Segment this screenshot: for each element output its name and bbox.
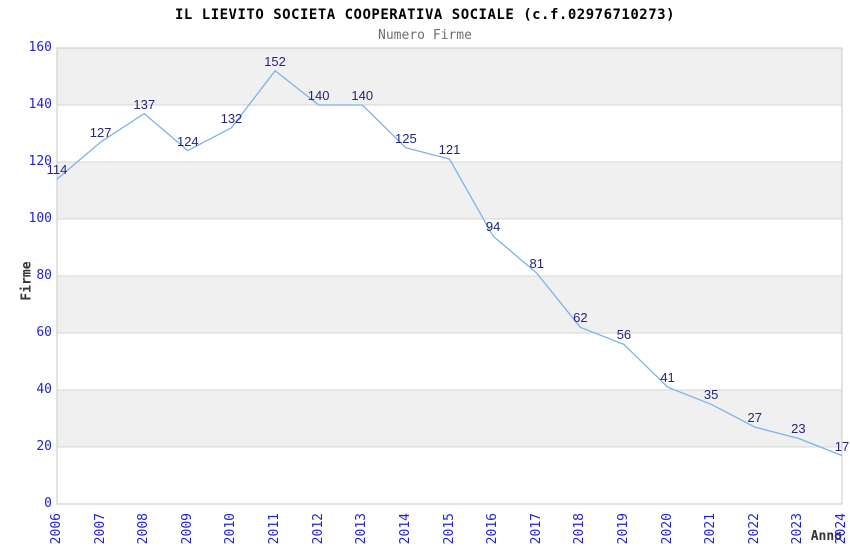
x-tick-label: 2020 <box>659 513 675 545</box>
point-value-label: 35 <box>703 387 719 403</box>
y-tick-label: 20 <box>36 439 52 454</box>
point-value-label: 132 <box>220 110 243 126</box>
plot-border <box>56 47 843 505</box>
x-tick-label: 2010 <box>223 513 239 545</box>
chart-title: IL LIEVITO SOCIETA COOPERATIVA SOCIALE (… <box>174 7 675 23</box>
x-tick-label: 2008 <box>136 513 152 545</box>
x-tick-label: 2018 <box>572 513 588 545</box>
point-value-label: 23 <box>791 421 806 437</box>
y-tick-label: 120 <box>28 154 52 169</box>
point-value-label: 94 <box>485 219 501 235</box>
y-tick-label: 100 <box>28 211 52 226</box>
x-tick-label: 2014 <box>397 513 413 545</box>
x-tick-label: 2011 <box>267 513 283 545</box>
x-axis-title: Anno <box>810 529 842 544</box>
x-tick-label: 2006 <box>49 513 64 545</box>
x-tick-label: 2019 <box>615 513 631 545</box>
point-value-label: 137 <box>133 96 156 112</box>
point-value-label: 56 <box>616 327 632 343</box>
point-value-label: 140 <box>307 88 330 103</box>
x-tick-label: 2022 <box>746 513 762 545</box>
y-tick-label: 160 <box>28 40 52 55</box>
x-tick-label: 2009 <box>179 513 195 545</box>
grid-band <box>57 390 842 447</box>
chart-subtitle: Numero Firme <box>378 28 472 43</box>
x-tick-label: 2017 <box>528 513 544 545</box>
x-tick-label: 2016 <box>485 513 501 545</box>
grid-band <box>57 162 842 219</box>
y-tick-label: 0 <box>44 496 52 511</box>
point-value-label: 121 <box>438 142 461 158</box>
point-value-label: 114 <box>46 162 68 178</box>
point-value-label: 81 <box>529 256 544 272</box>
x-tick-label: 2023 <box>790 513 806 545</box>
point-value-label: 41 <box>660 370 675 386</box>
point-value-label: 17 <box>834 438 850 454</box>
point-value-label: 124 <box>176 133 199 149</box>
x-tick-label: 2012 <box>310 513 326 545</box>
point-value-label: 127 <box>89 125 112 141</box>
series-line <box>56 70 843 457</box>
y-tick-label: 60 <box>36 325 52 340</box>
point-value-label: 125 <box>395 130 417 146</box>
x-tick-label: 2013 <box>354 513 370 545</box>
point-value-label: 140 <box>351 88 374 103</box>
x-tick-label: 2015 <box>441 513 457 545</box>
y-tick-label: 80 <box>36 268 52 283</box>
grid-band <box>57 48 842 105</box>
point-value-label: 152 <box>264 53 286 69</box>
point-value-label: 62 <box>573 310 588 326</box>
y-tick-label: 140 <box>28 97 52 112</box>
point-value-label: 27 <box>747 410 762 426</box>
y-tick-label: 40 <box>36 382 52 397</box>
x-tick-label: 2007 <box>92 513 108 545</box>
x-tick-label: 2021 <box>703 513 719 545</box>
x-tick-label: 2024 <box>834 513 849 545</box>
grid-band <box>57 276 842 333</box>
